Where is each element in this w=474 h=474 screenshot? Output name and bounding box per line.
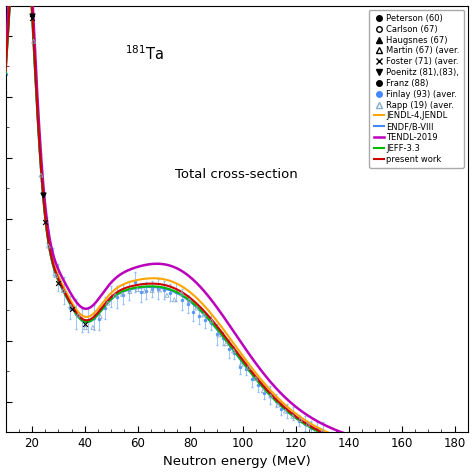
Point (222, 340, 230, 347)
Point (28, 14, 36, 22)
Point (252, 375, 260, 383)
Point (81, 320, 89, 328)
Point (118, 291, 126, 298)
Point (67, 302, 74, 310)
Point (55, 280, 62, 287)
Point (267, 392, 274, 400)
Point (274, 401, 282, 409)
Point (52, 272, 60, 279)
Point (141, 287, 148, 295)
Point (193, 304, 201, 312)
Point (111, 292, 119, 299)
Point (134, 286, 141, 293)
Point (104, 299, 111, 307)
Point (39, 191, 46, 199)
Point (259, 387, 267, 394)
Point (30, 37, 37, 45)
Point (178, 290, 185, 297)
Point (282, 408, 289, 415)
Point (82, 324, 89, 331)
Point (304, 420, 311, 428)
Point (311, 429, 319, 437)
Point (185, 296, 193, 304)
Legend: Peterson (60), Carlson (67), Haugsnes (67), Martin (67) (aver., Foster (71) (ave: Peterson (60), Carlson (67), Haugsnes (6… (369, 10, 464, 168)
Point (148, 287, 156, 294)
Point (208, 317, 215, 325)
Point (215, 331, 223, 339)
Point (156, 286, 164, 294)
Point (41, 218, 49, 226)
Point (37, 171, 45, 179)
Point (289, 412, 297, 420)
Point (6, 0, 13, 4)
Point (230, 347, 237, 355)
Point (28, 13, 36, 20)
Point (45, 242, 52, 250)
Point (200, 311, 208, 319)
Point (163, 292, 171, 299)
Point (319, 428, 326, 436)
X-axis label: Neutron energy (MeV): Neutron energy (MeV) (163, 456, 310, 468)
Point (68, 305, 75, 313)
Point (297, 416, 304, 423)
Point (74, 311, 82, 319)
Text: Total cross-section: Total cross-section (175, 168, 298, 181)
Text: $^{181}$Ta: $^{181}$Ta (125, 44, 164, 63)
Point (97, 313, 104, 320)
Point (126, 288, 134, 295)
Point (171, 296, 178, 304)
Point (89, 324, 97, 331)
Point (245, 364, 252, 371)
Point (237, 361, 245, 368)
Point (59, 287, 67, 294)
